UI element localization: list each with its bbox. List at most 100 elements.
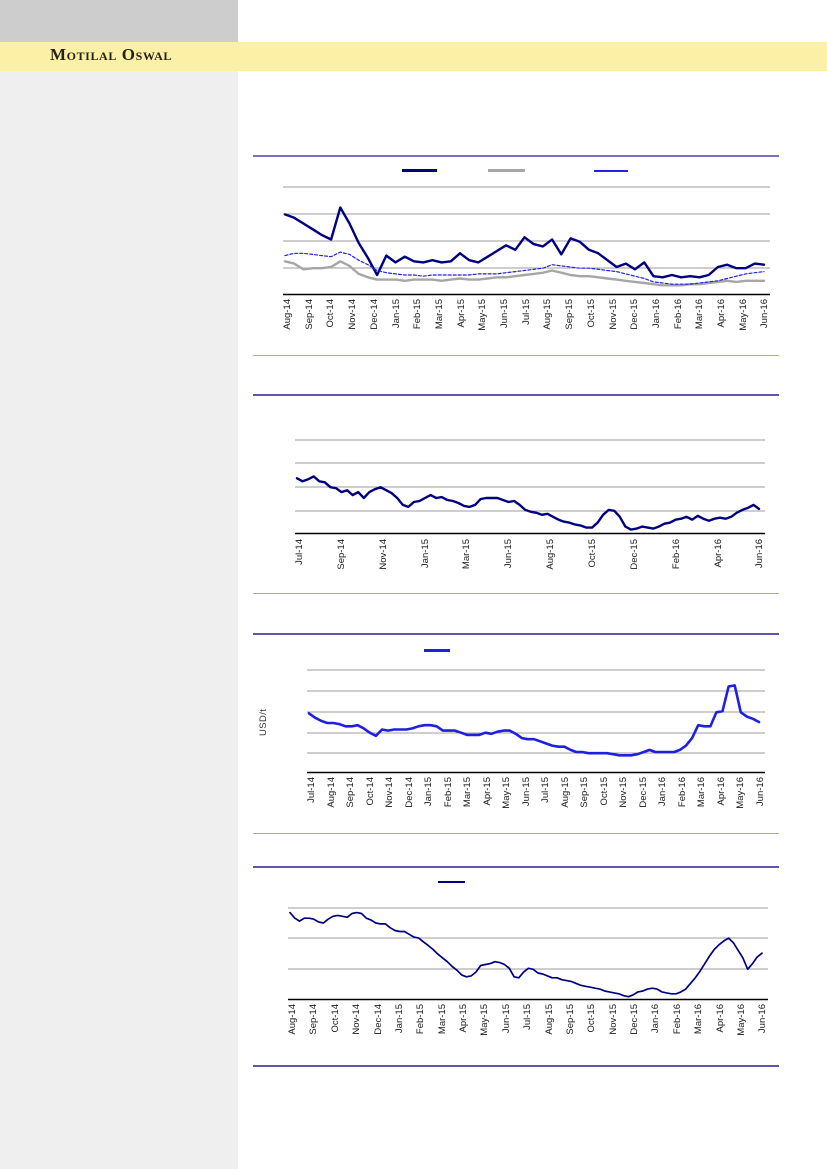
x-tick-label: Dec-15	[629, 1004, 640, 1035]
section-rule	[253, 593, 779, 594]
x-tick-label: Jan-15	[393, 1004, 405, 1034]
x-tick-label: Feb-16	[676, 777, 688, 808]
x-tick-label: May-15	[501, 777, 512, 809]
x-tick-label: Oct-15	[586, 1004, 598, 1033]
usd-per-tonne-chart	[307, 669, 765, 774]
x-tick-label: Dec-14	[368, 299, 380, 330]
x-tick-label: Jun-15	[503, 539, 515, 569]
x-tick-label: Nov-15	[618, 777, 629, 808]
brand-band	[0, 42, 827, 71]
x-tick-label: Mar-15	[461, 539, 473, 570]
section-rule	[253, 633, 779, 635]
section-rule	[253, 833, 779, 834]
x-tick-label: Oct-14	[325, 299, 337, 328]
x-tick-label: Sep-14	[303, 299, 315, 330]
page-corner-block	[0, 0, 238, 42]
x-tick-label: Jul-14	[306, 777, 317, 803]
x-tick-label: May-16	[735, 777, 746, 809]
section-rule	[253, 866, 779, 868]
x-tick-label: Aug-15	[545, 539, 557, 570]
x-tick-label: Nov-14	[384, 777, 395, 808]
x-tick-label: Sep-14	[308, 1004, 320, 1035]
x-axis-labels-chart-1: Aug-14 Sep-14 Oct-14 Nov-14 Dec-14 Jan-15 Feb-…	[282, 299, 771, 353]
x-tick-label: Dec-14	[372, 1004, 384, 1035]
brand-logo-text: Motilal Oswal	[50, 45, 173, 64]
x-tick-label: Feb-16	[670, 539, 682, 570]
x-tick-label: Aug-14	[325, 777, 337, 808]
x-tick-label: Sep-14	[345, 777, 356, 808]
x-tick-label: Feb-16	[672, 299, 684, 330]
x-tick-label: Mar-16	[694, 299, 706, 330]
x-tick-label: Oct-15	[585, 299, 597, 328]
x-tick-label: Dec-14	[403, 777, 415, 808]
x-tick-label: May-15	[479, 1004, 491, 1036]
x-tick-label: Sep-15	[579, 777, 590, 808]
price-trend-chart-2	[295, 439, 765, 535]
x-tick-label: Apr-16	[715, 777, 727, 806]
x-tick-label: Jan-15	[419, 539, 431, 569]
x-tick-label: May-16	[737, 299, 749, 331]
section-rule	[253, 1065, 779, 1067]
x-tick-label: Jul-15	[520, 299, 532, 325]
x-tick-label: Apr-16	[712, 539, 724, 568]
x-tick-label: Nov-15	[607, 299, 619, 330]
x-tick-label: Apr-16	[714, 1004, 726, 1033]
x-axis-labels-chart-2: Jul-14 Sep-14 Nov-14 Jan-15 Mar-15 Jun-15 Aug-…	[294, 539, 766, 589]
x-tick-label: Feb-16	[671, 1004, 683, 1035]
x-tick-label: Oct-14	[364, 777, 376, 806]
x-tick-label: Jan-15	[423, 777, 434, 807]
x-tick-label: Oct-15	[587, 539, 599, 568]
x-tick-label: Jan-16	[657, 777, 668, 807]
legend-swatch-gray	[488, 169, 525, 172]
x-tick-label: Jun-16	[754, 539, 766, 569]
x-tick-label: Aug-14	[287, 1004, 298, 1035]
left-sidebar	[0, 71, 238, 1169]
x-tick-label: Jun-16	[757, 1004, 769, 1034]
x-tick-label: Nov-14	[347, 299, 359, 330]
x-tick-label: Mar-16	[696, 777, 707, 808]
x-tick-label: Dec-15	[629, 299, 641, 330]
x-tick-label: Jan-16	[650, 1004, 662, 1034]
x-tick-label: Mar-15	[462, 777, 473, 808]
section-rule	[253, 355, 779, 356]
x-tick-label: Nov-14	[351, 1004, 363, 1035]
x-tick-label: Aug-15	[542, 299, 554, 330]
x-tick-label: Aug-15	[559, 777, 571, 808]
x-tick-label: Sep-14	[335, 539, 347, 570]
x-tick-label: May-15	[477, 299, 489, 331]
x-tick-label: Jan-15	[390, 299, 402, 329]
legend-swatch-blue	[424, 649, 450, 652]
x-tick-label: Sep-15	[564, 299, 576, 330]
x-tick-label: Feb-15	[442, 777, 454, 808]
x-tick-label: Feb-15	[415, 1004, 427, 1035]
x-tick-label: Jun-16	[759, 299, 771, 329]
x-tick-label: Apr-15	[481, 777, 493, 806]
x-tick-label: Apr-15	[455, 299, 467, 328]
x-tick-label: Jun-15	[500, 1004, 512, 1034]
x-tick-label: Jul-15	[522, 1004, 534, 1030]
section-rule	[253, 394, 779, 396]
x-tick-label: Oct-14	[329, 1004, 341, 1033]
x-tick-label: Dec-15	[637, 777, 649, 808]
x-tick-label: Jul-15	[540, 777, 551, 803]
legend-swatch-navy	[402, 169, 437, 172]
legend-swatch-navy	[438, 881, 465, 883]
section-rule	[253, 155, 779, 157]
x-tick-label: Oct-15	[598, 777, 610, 806]
x-tick-label: Aug-15	[543, 1004, 555, 1035]
x-tick-label: Mar-15	[436, 1004, 448, 1035]
x-tick-label: Mar-15	[433, 299, 445, 330]
x-tick-label: Dec-15	[628, 539, 640, 570]
x-tick-label: Mar-16	[693, 1004, 705, 1035]
x-tick-label: Sep-15	[564, 1004, 576, 1035]
x-tick-label: Jun-15	[520, 777, 532, 807]
x-tick-label: Feb-15	[412, 299, 424, 330]
x-tick-label: Jun-15	[499, 299, 511, 329]
x-tick-label: Nov-14	[377, 539, 389, 570]
price-trend-chart-1	[283, 186, 770, 296]
y-axis-label: USD/t	[258, 708, 269, 736]
legend-swatch-blue	[594, 170, 628, 172]
x-tick-label: Jun-16	[754, 777, 766, 807]
x-axis-labels-chart-3: Jul-14 Aug-14 Sep-14 Oct-14 Nov-14 Dec-14 Jan-…	[306, 777, 766, 831]
x-tick-label: Jul-14	[294, 539, 305, 565]
